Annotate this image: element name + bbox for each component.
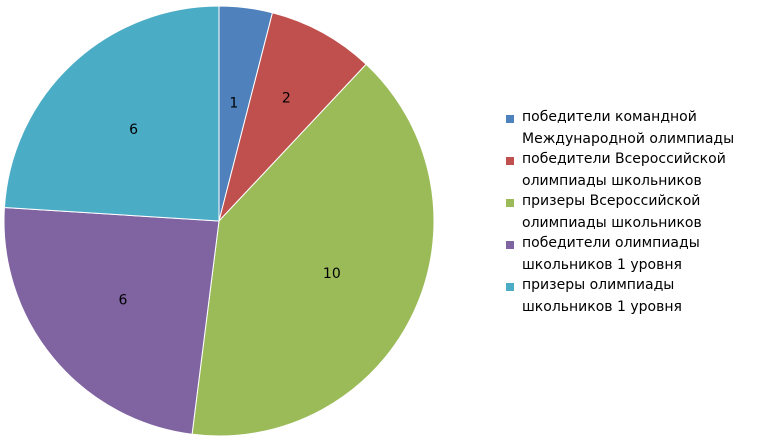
pie-slice-label-4: 6: [118, 292, 127, 308]
legend-label-2: победители Всероссийской олимпиады школь…: [522, 151, 726, 189]
pie-slice-label-3: 10: [323, 266, 341, 282]
pie-slice-label-2: 2: [282, 91, 291, 107]
legend-swatch-3: [506, 199, 514, 207]
pie-slice-label-1: 1: [229, 96, 238, 112]
legend-item-3: призеры Всероссийской олимпиады школьник…: [506, 193, 764, 234]
legend-swatch-5: [506, 283, 514, 291]
legend-item-2: победители Всероссийской олимпиады школь…: [506, 151, 764, 192]
pie-slice-3: [191, 63, 435, 437]
pie-slice-2: [218, 12, 367, 222]
legend-label-3: призеры Всероссийской олимпиады школьник…: [522, 193, 702, 231]
legend-swatch-2: [506, 157, 514, 165]
legend-label-5: призеры олимпиады школьников 1 уровня: [522, 277, 682, 315]
pie-slice-5: [3, 5, 220, 222]
pie-slice-4: [3, 206, 220, 435]
legend-label-1: победители командной Международной олимп…: [522, 109, 735, 147]
legend-item-5: призеры олимпиады школьников 1 уровня: [506, 277, 764, 318]
legend-swatch-1: [506, 115, 514, 123]
legend-item-1: победители командной Международной олимп…: [506, 109, 764, 150]
legend-label-4: победители олимпиады школьников 1 уровня: [522, 235, 700, 273]
legend: победители командной Международной олимп…: [506, 109, 764, 320]
legend-swatch-4: [506, 241, 514, 249]
legend-item-4: победители олимпиады школьников 1 уровня: [506, 235, 764, 276]
pie-slice-label-5: 6: [129, 122, 138, 138]
